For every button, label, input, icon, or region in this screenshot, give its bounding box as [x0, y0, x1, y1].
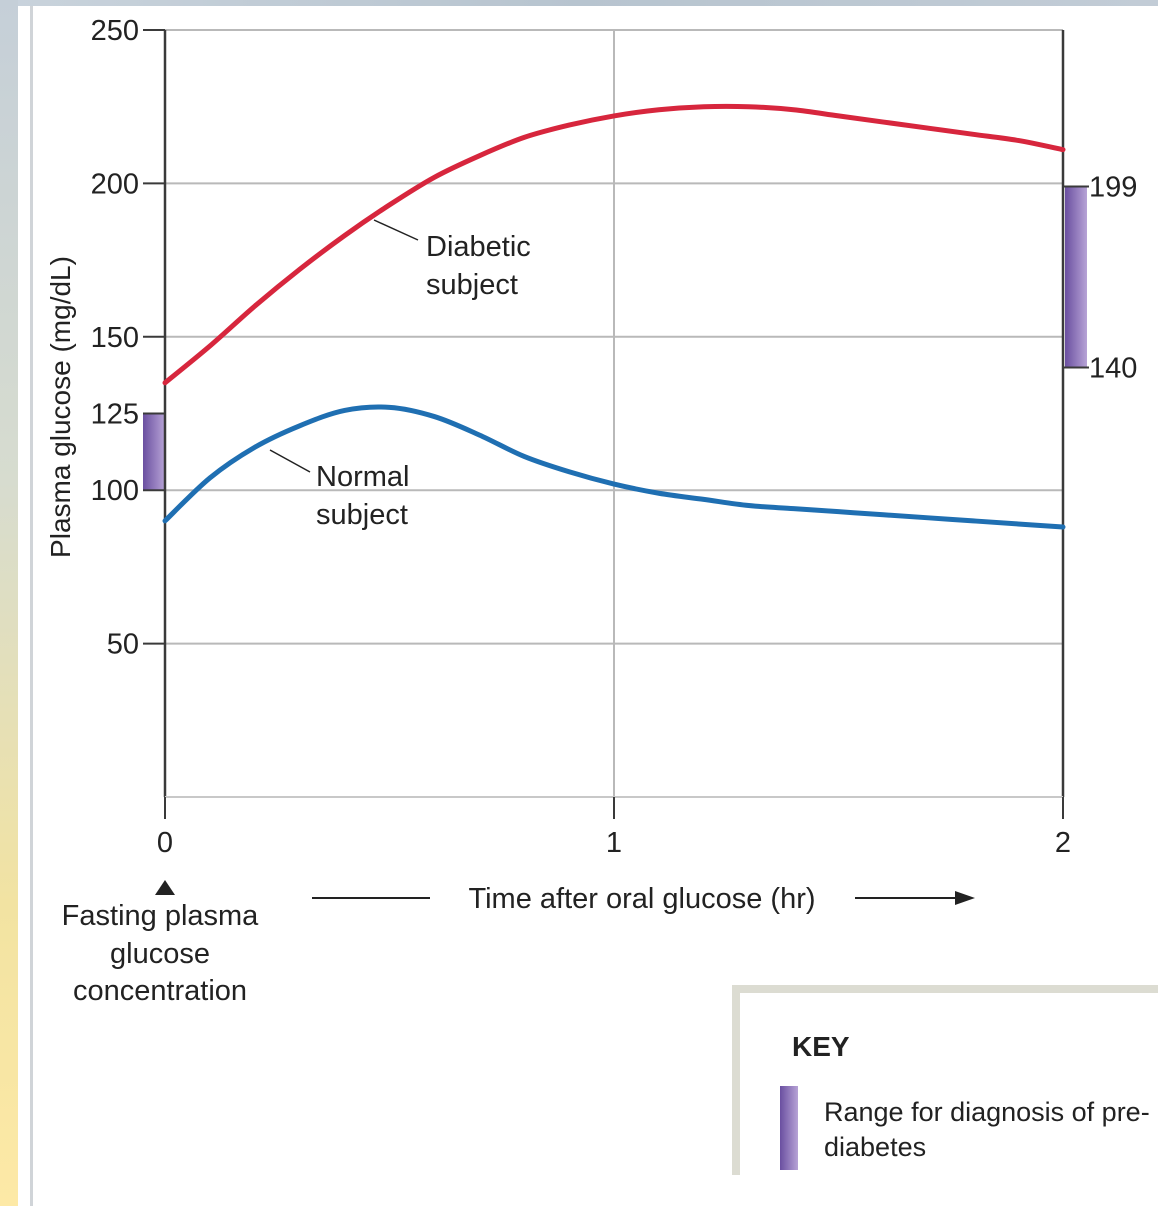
- normal-label-leader: [269, 449, 311, 473]
- right-tick-label-199: 199: [1089, 171, 1137, 203]
- fasting-annotation: Fasting plasma glucose concentration: [61, 900, 259, 1008]
- x-label-arrowhead: [955, 891, 975, 905]
- y-tick-label-50: 50: [107, 629, 139, 661]
- series-line-normal: [162, 404, 1066, 530]
- prediabetes-range-fasting: [143, 413, 165, 491]
- x-tick-label-0: 0: [157, 827, 173, 859]
- right-tick-label-140: 140: [1089, 352, 1137, 384]
- diabetic-label-leader: [373, 219, 419, 241]
- key-legend: KEY Range for diagnosis of pre-diabetes: [732, 985, 1158, 1175]
- normal-label-line-2: subject: [316, 499, 408, 531]
- fasting-marker-icon: [155, 880, 175, 895]
- x-tick-label-1: 1: [606, 827, 622, 859]
- y-tick-label-250: 250: [91, 15, 139, 47]
- key-title: KEY: [792, 1031, 850, 1062]
- top-frame-border: [0, 0, 1158, 6]
- diabetic-label-line-2: subject: [426, 269, 518, 301]
- left-frame-border: [0, 0, 18, 1206]
- diabetic-label-line-1: Diabetic: [426, 231, 531, 263]
- y-axis-label: Plasma glucose (mg/dL): [45, 256, 76, 558]
- key-entry-label: Range for diagnosis of pre-diabetes: [824, 1097, 1150, 1163]
- series-line-diabetic: [162, 103, 1066, 386]
- left-frame-line: [30, 6, 33, 1206]
- y-tick-label-150: 150: [91, 322, 139, 354]
- prediabetes-range-2hr: [1065, 186, 1087, 368]
- key-swatch-prediabetes: [780, 1086, 798, 1170]
- y-tick-label-100: 100: [91, 475, 139, 507]
- x-tick-label-2: 2: [1055, 827, 1071, 859]
- x-axis-label: Time after oral glucose (hr): [468, 883, 815, 915]
- y-tick-label-125: 125: [91, 399, 139, 431]
- normal-label-line-1: Normal: [316, 461, 409, 493]
- y-tick-label-200: 200: [91, 168, 139, 200]
